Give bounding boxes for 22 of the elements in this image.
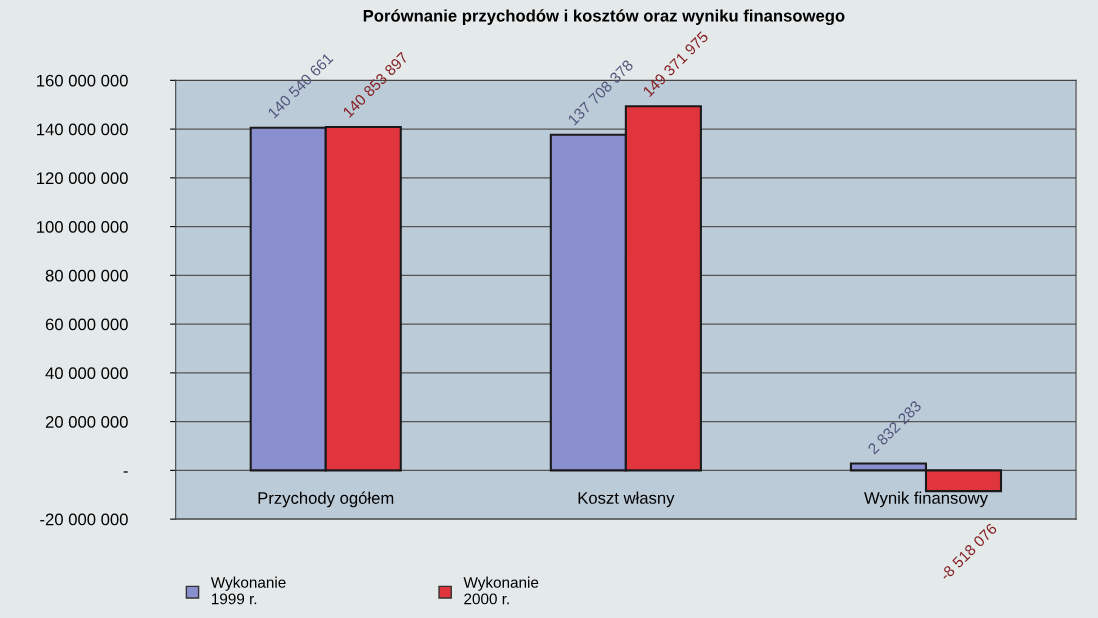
legend-label: Wykonanie 1999 r. xyxy=(210,576,286,605)
data-label: -8 518 076 xyxy=(939,522,998,582)
y-tick-label: 160 000 000 xyxy=(37,74,128,87)
y-tick-label: - xyxy=(123,471,128,473)
y-tick-label: 60 000 000 xyxy=(45,318,128,331)
y-tick-label: 40 000 000 xyxy=(45,367,128,380)
legend-label: Wykonanie 2000 r. xyxy=(463,576,539,605)
y-tick-label: 20 000 000 xyxy=(45,416,128,428)
x-tick-label: Koszt własny xyxy=(578,491,675,508)
data-label: 140 540 661 xyxy=(267,52,334,119)
y-tick-label: 120 000 000 xyxy=(37,172,128,185)
data-label: 140 853 897 xyxy=(342,51,409,118)
x-tick-label: Wynik finansowy xyxy=(864,491,988,508)
chart-title: Porównanie przychodów i kosztów oraz wyniku finansowego xyxy=(363,9,845,26)
y-tick-label: 140 000 000 xyxy=(37,123,128,136)
data-label: 149 371 975 xyxy=(642,30,709,98)
y-tick-label: -20 000 000 xyxy=(40,513,128,526)
y-tick-label: 80 000 000 xyxy=(45,269,128,282)
y-tick-label: 100 000 000 xyxy=(37,221,128,233)
x-tick-label: Przychody ogółem xyxy=(258,491,394,508)
data-label: 137 708 378 xyxy=(567,59,634,126)
data-label: 2 832 283 xyxy=(867,400,922,455)
